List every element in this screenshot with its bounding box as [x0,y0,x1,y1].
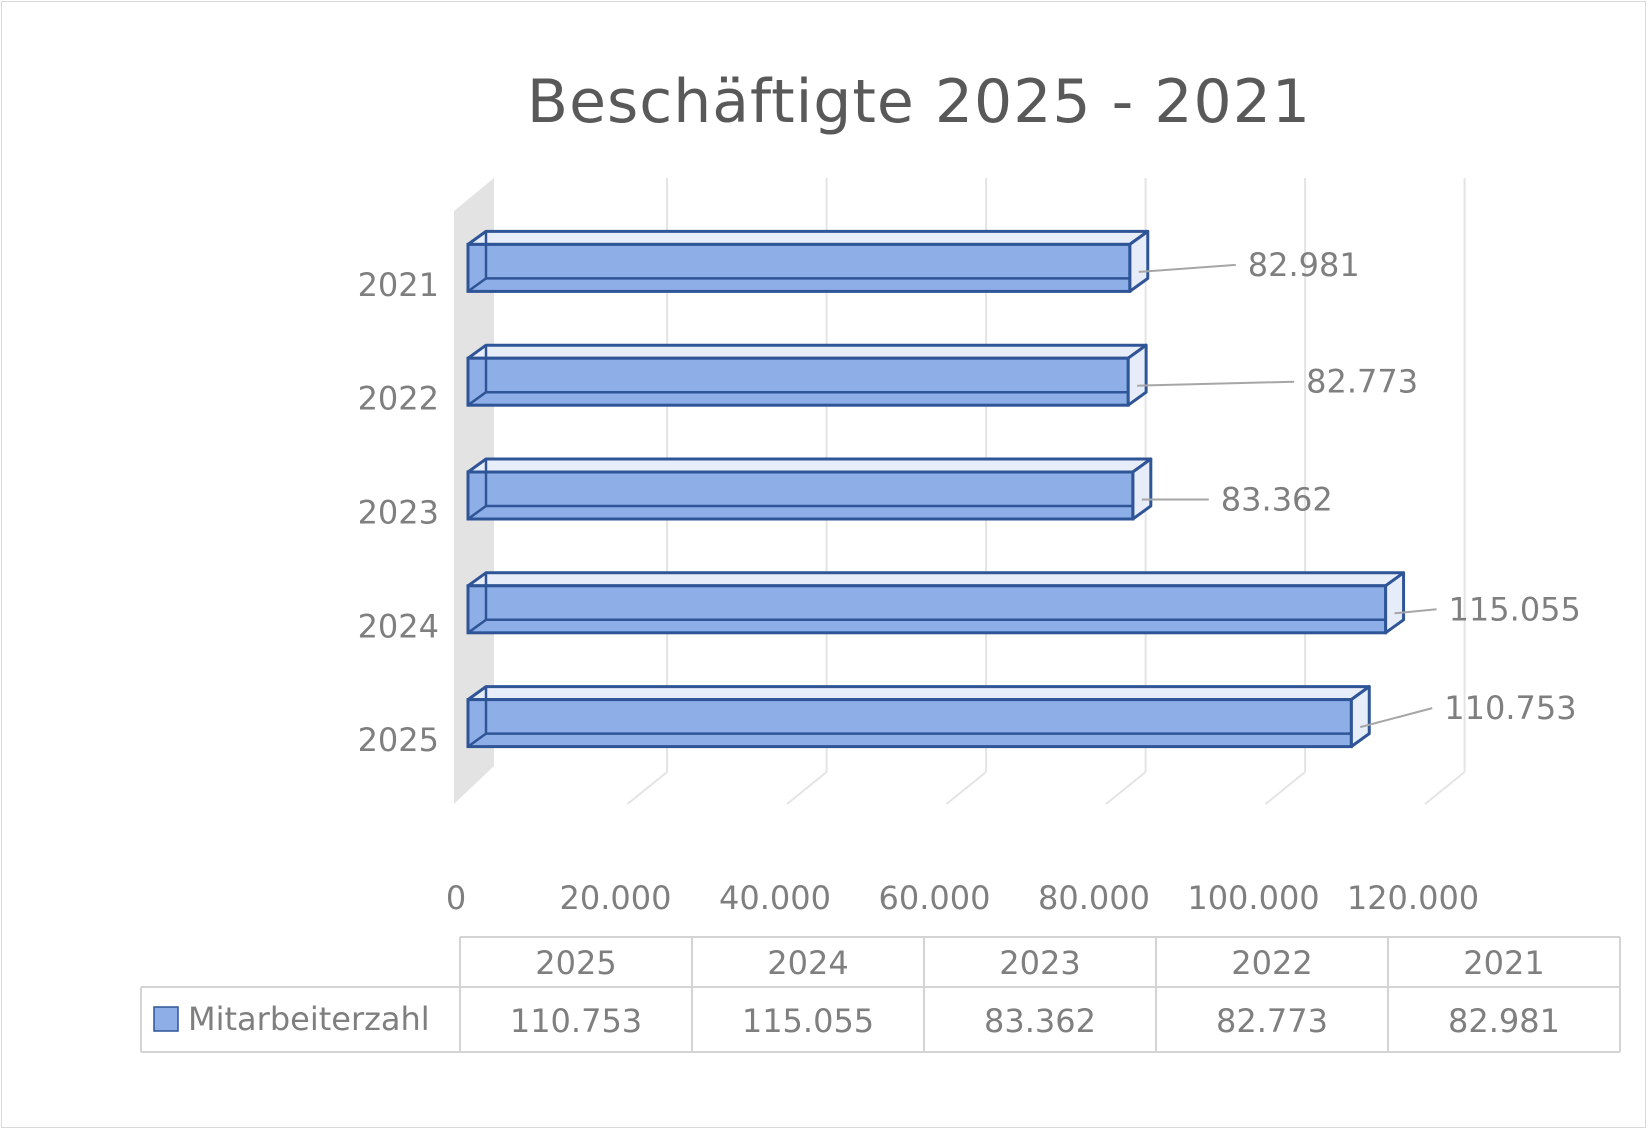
leader-line [1360,707,1433,729]
gridline-floor [1264,771,1306,805]
bar-inner-edge [467,504,487,521]
gridline-floor [945,771,987,805]
bar-front-face [466,242,1132,293]
table-value-cell: 115.055 [742,1002,874,1040]
x-tick-label: 40.000 [719,879,831,917]
category-label: 2021 [358,266,439,304]
x-tick-label: 100.000 [1187,879,1319,917]
bar-2021 [466,229,1150,293]
bar-front-face [466,584,1388,635]
data-label: 82.981 [1248,246,1360,284]
table-value-cell: 110.753 [510,1002,642,1040]
table-header-cell: 2022 [1231,944,1312,982]
x-tick-label: 80.000 [1038,879,1150,917]
category-label: 2022 [358,380,439,418]
bar-2022 [466,343,1148,407]
data-label: 82.773 [1306,363,1418,401]
data-label: 83.362 [1221,481,1333,519]
legend-series-name: Mitarbeiterzahl [188,1000,430,1038]
gridline-floor [1424,771,1466,805]
data-table: 2025 110.753 2024 115.055 2023 83.362 2022 82.7… [140,936,1621,1053]
bar-top-face [466,685,1371,702]
bar-front-face [466,356,1130,407]
bar-top-face [466,343,1148,360]
bars [466,229,1406,749]
bar-top-face [466,457,1153,474]
x-tick-label: 60.000 [879,879,991,917]
table-header-cell: 2025 [535,944,616,982]
category-label: 2023 [358,494,439,532]
category-label: 2024 [358,607,439,645]
bar-inner-edge [467,391,487,407]
bar-inner-edge [467,618,487,634]
x-axis-labels: 0 20.000 40.000 60.000 80.000 100.000 120.000 [446,879,1479,917]
bar-2023 [466,457,1153,521]
leader-line [1394,608,1437,615]
gridline-floor [626,771,668,805]
chart-title: Beschäftigte 2025 - 2021 [527,67,1311,137]
bar-top-face [466,571,1406,588]
x-tick-label: 120.000 [1347,879,1479,917]
bar-inner-edge [467,277,487,293]
table-value-cell: 83.362 [984,1002,1096,1040]
bar-2024 [466,571,1406,635]
table-header-cell: 2024 [767,944,848,982]
leader-line [1137,380,1295,387]
bar-front-face [466,470,1135,521]
table-value-cell: 82.773 [1216,1002,1328,1040]
x-tick-label: 20.000 [560,879,672,917]
legend-swatch [153,1006,179,1032]
data-label: 110.753 [1444,689,1576,727]
category-label: 2025 [358,721,439,759]
y-axis-labels: 2025 2024 2023 2022 2021 [358,266,439,759]
bar-front-face [466,698,1353,749]
x-tick-label: 0 [446,879,466,917]
data-labels: 110.753 115.055 83.362 82.773 82.981 [1137,246,1581,729]
bar-top-face [466,229,1150,246]
gridline-floor [1105,771,1147,805]
leader-line [1138,263,1236,273]
bar-inner-edge [467,732,487,748]
table-header-cell: 2023 [999,944,1080,982]
table-value-cell: 82.981 [1448,1002,1560,1040]
data-label: 115.055 [1449,590,1581,628]
gridline-floor [786,771,828,805]
bar-2025 [466,685,1371,749]
table-header-cell: 2021 [1463,944,1544,982]
